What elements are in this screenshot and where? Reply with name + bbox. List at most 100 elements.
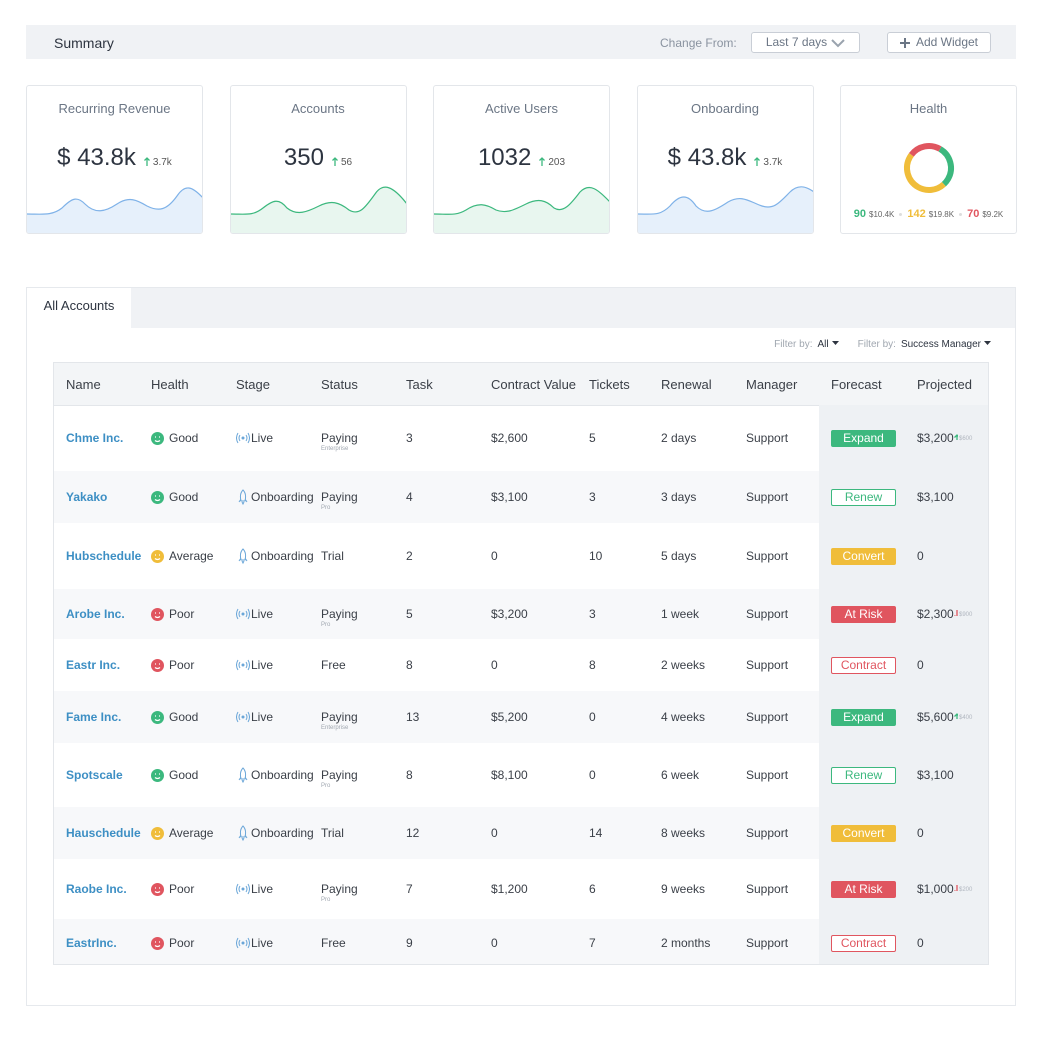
forecast-badge[interactable]: Expand xyxy=(831,430,896,447)
filters: Filter by: All Filter by: Success Manager xyxy=(756,339,992,350)
filter[interactable]: Filter by: All xyxy=(774,339,839,350)
delta-arrow xyxy=(954,434,960,443)
manager-cell: Support xyxy=(746,935,789,950)
projected-value: 0 xyxy=(917,826,924,840)
status-text: Paying xyxy=(321,710,358,724)
delta-arrow xyxy=(954,885,960,894)
arrow-path xyxy=(331,157,338,166)
face-features xyxy=(154,554,161,561)
face xyxy=(151,936,164,950)
filter[interactable]: Filter by: Success Manager xyxy=(858,339,992,350)
sparkline-line xyxy=(230,186,406,215)
signal-waves xyxy=(236,937,250,948)
face xyxy=(151,491,164,504)
renewal-cell: 6 week xyxy=(661,768,700,782)
widget-title: Onboarding xyxy=(691,101,759,116)
delta-arrow xyxy=(954,610,960,619)
signal-dot xyxy=(241,715,245,719)
status-sub: Pro xyxy=(321,783,331,789)
projected-value: $3,100 xyxy=(917,768,954,782)
delta-arrow xyxy=(754,157,761,166)
health-icon xyxy=(151,659,164,672)
projected-value: 0 xyxy=(917,658,924,672)
contract-cell: 0 xyxy=(491,549,498,563)
account-name[interactable]: Yakako xyxy=(66,490,108,504)
signal-waves xyxy=(236,608,250,620)
account-name[interactable]: EastrInc. xyxy=(66,935,117,950)
renewal-cell: 2 months xyxy=(661,935,711,950)
widget-card: Active Users 1032 203 xyxy=(433,85,610,234)
face-features xyxy=(154,887,161,894)
health-icon xyxy=(151,769,164,782)
stage-icon xyxy=(236,659,250,671)
account-name[interactable]: Hauschedule xyxy=(66,826,141,840)
projected-value: $3,100 xyxy=(917,490,954,504)
forecast-badge[interactable]: Convert xyxy=(831,825,896,842)
row-shade xyxy=(54,471,819,523)
forecast-badge[interactable]: Expand xyxy=(831,709,896,726)
stage-icon xyxy=(236,937,250,948)
widget-value: $ 43.8k xyxy=(667,144,747,171)
account-name[interactable]: Raobe Inc. xyxy=(66,882,127,896)
widget-card: Onboarding $ 43.8k 3.7k xyxy=(636,85,814,234)
health-text: Good xyxy=(169,431,199,445)
signal-dot xyxy=(241,887,245,891)
stage-text: Onboarding xyxy=(251,490,314,504)
forecast-badge[interactable]: At Risk xyxy=(831,606,896,623)
accounts-panel: All Accounts xyxy=(26,287,1016,1006)
arrow-path xyxy=(954,610,960,619)
status-sub: Pro xyxy=(321,897,331,903)
arrow-path xyxy=(539,157,546,166)
projected-value: $2,300 xyxy=(917,607,954,621)
tab[interactable]: All Accounts xyxy=(27,288,131,329)
forecast-badge[interactable]: Contract xyxy=(831,934,896,952)
health-text: Poor xyxy=(169,607,195,621)
legend-count: 142 xyxy=(907,208,926,220)
stage-icon xyxy=(236,883,250,895)
face-features xyxy=(154,663,161,670)
manager-cell: Support xyxy=(746,768,789,782)
status-sub: Enterprise xyxy=(321,725,349,731)
task-cell: 3 xyxy=(406,431,413,445)
account-name[interactable]: Chme Inc. xyxy=(66,431,124,445)
task-cell: 8 xyxy=(406,768,413,782)
forecast-badge[interactable]: Contract xyxy=(831,657,896,674)
arrow-path xyxy=(954,885,960,894)
contract-cell: $1,200 xyxy=(491,882,528,896)
forecast-badge[interactable]: At Risk xyxy=(831,881,896,898)
projected-delta: $900 xyxy=(954,610,973,619)
face-features xyxy=(154,831,161,838)
health-icon xyxy=(151,711,164,724)
contract-cell: $5,200 xyxy=(491,710,528,724)
projected-delta-text: $900 xyxy=(959,612,973,618)
forecast-badge[interactable]: Renew xyxy=(831,489,896,506)
account-name[interactable]: Hubschedule xyxy=(66,549,142,563)
signal-dot xyxy=(241,663,245,667)
task-cell: 12 xyxy=(406,826,420,840)
add-widget-button[interactable]: Add Widget xyxy=(887,32,991,53)
column-header: Contract Value xyxy=(491,377,577,392)
forecast-badge[interactable]: Renew xyxy=(831,767,896,784)
legend-amount: $10.4K xyxy=(869,210,895,219)
account-name[interactable]: Eastr Inc. xyxy=(66,658,121,672)
account-name[interactable]: Arobe Inc. xyxy=(66,607,125,621)
forecast-badge[interactable]: Convert xyxy=(831,548,896,565)
manager-cell: Support xyxy=(746,658,789,672)
caret xyxy=(831,341,839,345)
stage-icon xyxy=(236,608,250,620)
column-header: Renewal xyxy=(661,377,712,392)
task-cell: 5 xyxy=(406,607,413,621)
widget-delta-text: 56 xyxy=(340,157,353,168)
stage-icon xyxy=(238,548,248,564)
renewal-cell: 2 weeks xyxy=(661,658,706,672)
face xyxy=(151,827,164,840)
sparkline-area xyxy=(230,187,406,233)
delta-arrow xyxy=(331,157,338,166)
widget-title: Accounts xyxy=(291,101,345,116)
account-name[interactable]: Fame Inc. xyxy=(66,710,122,724)
tickets-cell: 3 xyxy=(589,490,596,504)
account-name[interactable]: Spotscale xyxy=(66,768,123,782)
range-select[interactable]: Last 7 days xyxy=(751,32,860,53)
tickets-cell: 8 xyxy=(589,658,596,672)
health-icon xyxy=(151,432,164,445)
